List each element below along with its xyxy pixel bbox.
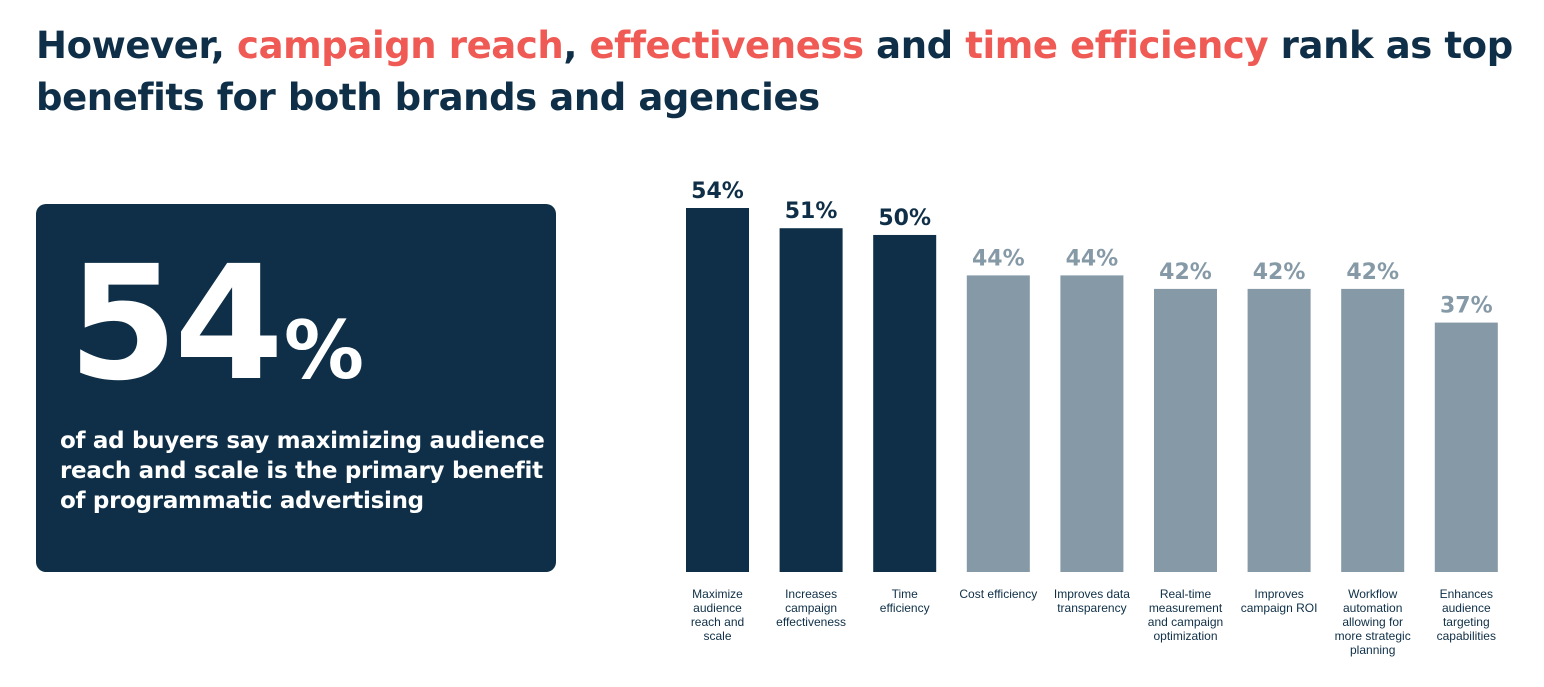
bar-3 [873,234,937,572]
category-label-1: Maximize audience reach and scale [691,587,744,643]
headline-part-1: However, [36,24,238,67]
category-label-line: efficiency [880,601,930,615]
bar-value-label-1: 54% [691,179,744,204]
category-label-7: Improves campaign ROI [1241,587,1318,615]
bar-6 [1154,288,1217,572]
bar-value-label-3: 50% [878,206,931,231]
bar-4 [966,275,1030,572]
category-label-4: Cost efficiency [959,587,1037,601]
category-label-9: Enhances audience targeting capabilities [1437,587,1496,643]
category-label-line: Real-time [1160,587,1212,601]
category-label-line: measurement [1149,601,1223,615]
headline-highlight-time-efficiency: time efficiency [965,24,1269,67]
stat-card: 54% of ad buyers say maximizing audience… [36,204,556,572]
bar-value-label-9: 37% [1440,294,1493,319]
bar-9 [1434,322,1498,572]
bar-5 [1060,275,1124,572]
bar-1 [686,208,749,572]
category-label-line: campaign ROI [1241,601,1318,615]
category-label-line: Enhances [1440,587,1493,601]
category-label-line: Improves data [1054,587,1130,601]
category-label-line: campaign [785,601,837,615]
category-label-8: Workflow automation allowing for more strat… [1335,587,1411,657]
category-label-line: effectiveness [776,615,846,629]
stat-percent-sign: % [283,304,365,397]
category-label-line: Time [892,587,919,601]
category-label-line: allowing for [1342,615,1403,629]
category-label-line: transparency [1057,601,1126,615]
category-label-line: audience [693,601,742,615]
headline: However, campaign reach, effectiveness a… [36,20,1516,124]
category-label-line: capabilities [1437,629,1496,643]
category-label-line: reach and [691,615,744,629]
headline-highlight-campaign-reach: campaign reach [237,24,564,67]
bar-value-label-2: 51% [785,199,838,224]
headline-part-3: , [563,24,590,67]
bar-value-label-6: 42% [1159,260,1212,285]
category-label-line: Increases [785,587,837,601]
category-label-2: Increases campaign effectiveness [776,587,846,629]
category-label-5: Improves data transparency [1054,587,1130,615]
category-label-line: automation [1343,601,1402,615]
category-label-line: targeting [1443,615,1490,629]
category-label-line: and campaign [1148,615,1223,629]
category-label-line: planning [1350,643,1395,657]
category-label-line: Improves [1254,587,1303,601]
stat-number-value: 54 [68,232,284,416]
category-label-line: Maximize [692,587,743,601]
category-label-6: Real-time measurement and campaign optimiza… [1148,587,1223,643]
stat-caption: of ad buyers say maximizing audience rea… [60,428,545,514]
bar-value-label-8: 42% [1346,260,1399,285]
bar-chart: 54%Maximize audience reach and scale51%Incr… [686,179,1498,657]
bar-7 [1247,288,1311,572]
bar-value-label-4: 44% [972,246,1025,271]
bar-value-label-7: 42% [1253,260,1306,285]
bar-8 [1341,288,1405,572]
headline-highlight-effectiveness: effectiveness [589,24,864,67]
bar-2 [779,228,843,572]
category-label-line: scale [703,629,731,643]
category-label-line: audience [1442,601,1491,615]
category-label-line: Workflow [1348,587,1397,601]
stat-number: 54% [68,244,364,404]
category-label-line: optimization [1153,629,1217,643]
category-label-3: Time efficiency [880,587,930,615]
headline-part-7: rank as top benefits for both brands and… [36,24,1513,119]
bar-value-label-5: 44% [1066,246,1119,271]
category-label-line: Cost efficiency [959,587,1037,601]
category-label-line: more strategic [1335,629,1411,643]
headline-part-5: and [863,24,966,67]
